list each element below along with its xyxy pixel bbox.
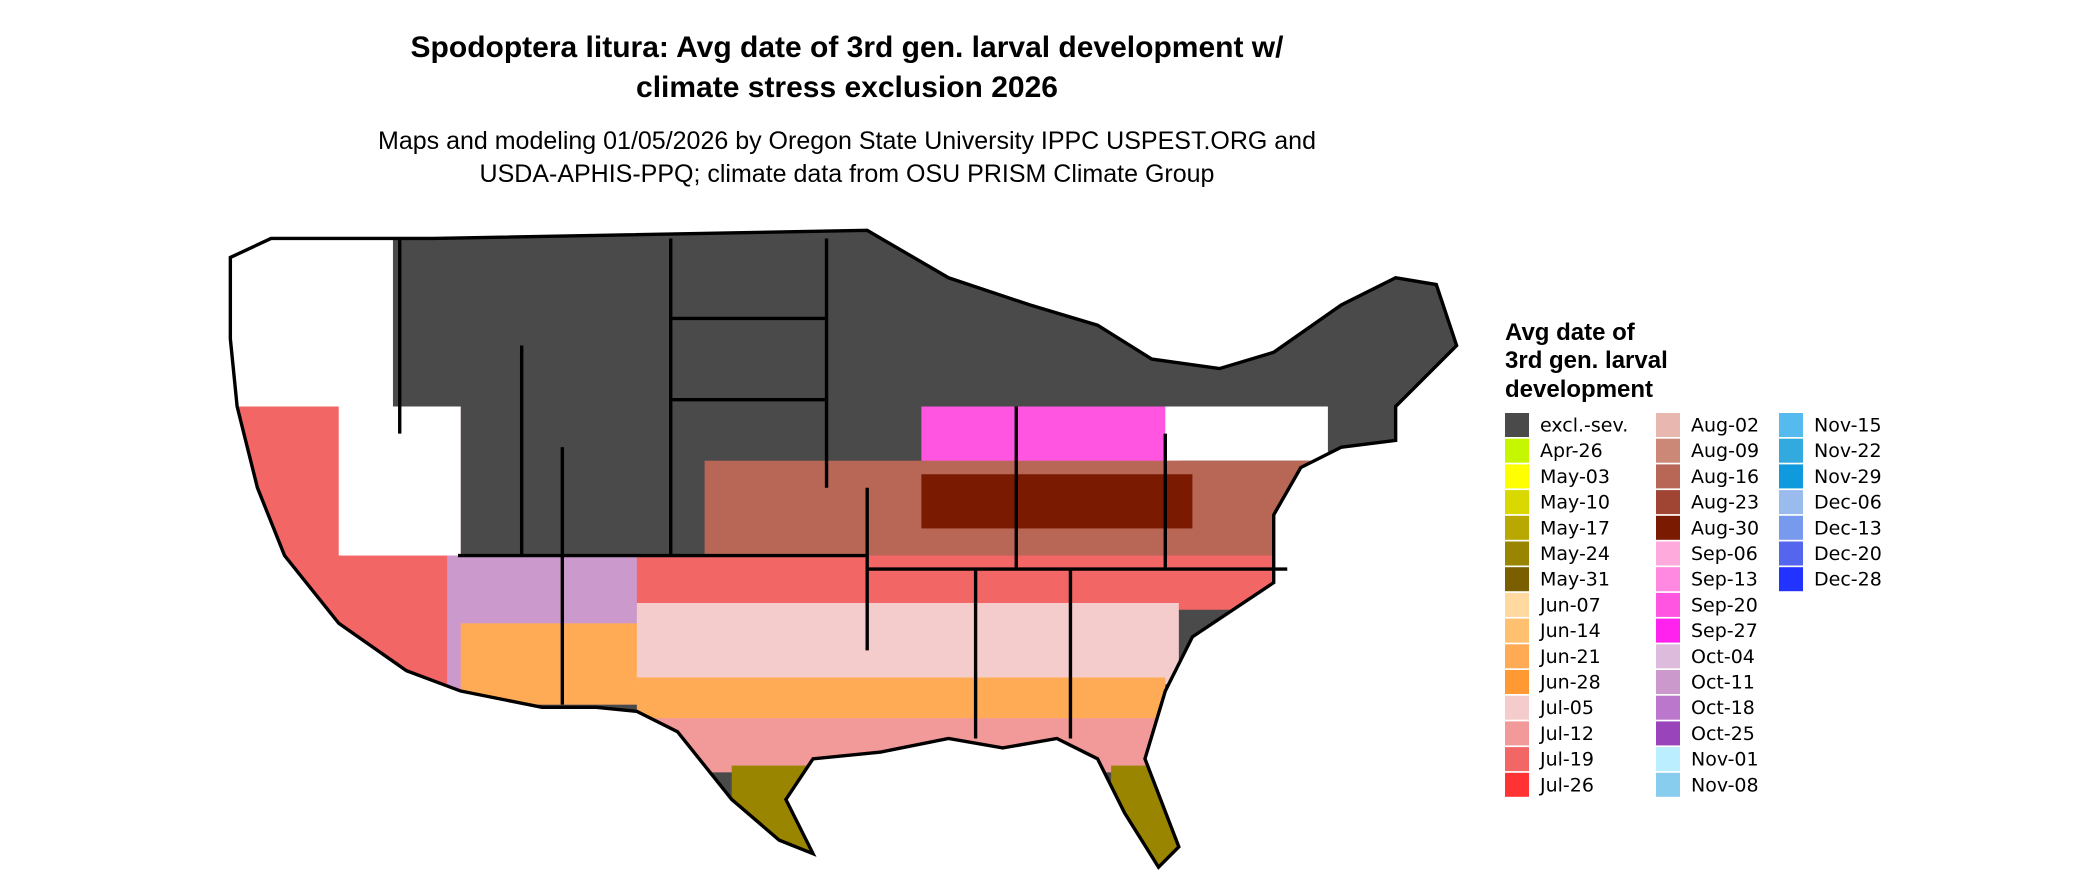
legend-title: development — [1505, 376, 1653, 403]
legend-swatch — [1656, 567, 1680, 592]
legend-label: Sep-13 — [1691, 569, 1758, 591]
legend-label: excl.-sev. — [1540, 415, 1628, 437]
legend-swatch — [1656, 618, 1680, 643]
legend-swatch — [1505, 772, 1529, 797]
title-line: Spodoptera litura: Avg date of 3rd gen. … — [411, 31, 1285, 64]
legend-label: Jun-07 — [1539, 594, 1601, 616]
legend-swatch — [1656, 541, 1680, 566]
subtitle-line: Maps and modeling 01/05/2026 by Oregon S… — [378, 127, 1316, 155]
legend-swatch — [1505, 618, 1529, 643]
legend-label: Aug-30 — [1691, 517, 1759, 539]
legend-swatch — [1505, 695, 1529, 720]
legend-label: Dec-20 — [1814, 543, 1882, 565]
legend-swatch — [1505, 541, 1529, 566]
legend-label: Jun-14 — [1539, 620, 1601, 642]
legend-swatch — [1505, 567, 1529, 592]
legend-swatch — [1779, 515, 1803, 540]
legend-swatch — [1656, 490, 1680, 515]
legend-label: Sep-06 — [1691, 543, 1758, 565]
legend-swatch — [1505, 644, 1529, 669]
legend-swatch — [1779, 464, 1803, 489]
legend-swatch — [1505, 592, 1529, 617]
legend-swatch — [1656, 695, 1680, 720]
legend-label: May-31 — [1540, 569, 1610, 591]
legend-swatch — [1656, 644, 1680, 669]
legend-swatch — [1505, 747, 1529, 772]
legend-label: Nov-15 — [1814, 415, 1882, 437]
legend-label: May-03 — [1540, 466, 1610, 488]
legend-label: Sep-27 — [1691, 620, 1758, 642]
legend-label: Aug-02 — [1691, 415, 1759, 437]
legend-label: Dec-28 — [1814, 569, 1882, 591]
legend-label: Nov-01 — [1691, 749, 1759, 771]
legend-label: Jul-26 — [1539, 774, 1594, 796]
legend-swatch — [1656, 772, 1680, 797]
legend-label: Nov-08 — [1691, 774, 1759, 796]
state-borders — [228, 228, 1459, 869]
legend-swatch — [1779, 567, 1803, 592]
legend-label: Jul-05 — [1539, 697, 1594, 719]
legend-swatch — [1656, 670, 1680, 694]
legend-swatch — [1656, 515, 1680, 540]
legend-swatch — [1656, 721, 1680, 746]
legend-swatch — [1779, 438, 1803, 463]
legend-swatch — [1505, 413, 1529, 437]
legend-swatch — [1656, 592, 1680, 617]
legend-swatch — [1656, 438, 1680, 463]
legend-label: Jun-28 — [1539, 672, 1601, 694]
legend-swatch — [1505, 490, 1529, 515]
legend-label: Jul-12 — [1539, 723, 1594, 745]
legend-swatch — [1505, 721, 1529, 746]
legend-label: Oct-04 — [1691, 646, 1755, 668]
title-line: climate stress exclusion 2026 — [636, 71, 1058, 104]
legend-swatch — [1779, 490, 1803, 515]
legend-swatch — [1505, 438, 1529, 463]
legend-swatch — [1779, 541, 1803, 566]
legend-swatch — [1656, 464, 1680, 489]
legend-swatch — [1656, 747, 1680, 772]
legend-label: Dec-13 — [1814, 517, 1882, 539]
legend-label: Nov-29 — [1814, 466, 1882, 488]
legend-label: Jul-19 — [1539, 749, 1594, 771]
legend-label: Sep-20 — [1691, 594, 1758, 616]
legend-label: Aug-09 — [1691, 440, 1759, 462]
legend-swatch — [1505, 670, 1529, 694]
legend-swatch — [1505, 515, 1529, 540]
legend-swatch — [1779, 413, 1803, 437]
legend-title: Avg date of — [1505, 319, 1636, 346]
legend-label: Aug-23 — [1691, 492, 1759, 514]
legend-label: May-10 — [1540, 492, 1610, 514]
legend-label: May-24 — [1540, 543, 1610, 565]
legend-label: Jun-21 — [1539, 646, 1601, 668]
legend-label: Oct-11 — [1691, 672, 1755, 694]
legend-swatch — [1656, 413, 1680, 437]
legend-title: 3rd gen. larval — [1505, 347, 1668, 374]
legend-label: Aug-16 — [1691, 466, 1759, 488]
legend-label: Nov-22 — [1814, 440, 1882, 462]
legend-label: May-17 — [1540, 517, 1610, 539]
legend-label: Apr-26 — [1540, 440, 1603, 462]
map — [228, 228, 1459, 869]
legend-swatch — [1505, 464, 1529, 489]
legend-label: Oct-25 — [1691, 723, 1755, 745]
legend-label: Dec-06 — [1814, 492, 1882, 514]
legend-label: Oct-18 — [1691, 697, 1755, 719]
subtitle-line: USDA-APHIS-PPQ; climate data from OSU PR… — [480, 160, 1215, 188]
legend: Avg date of 3rd gen. larval development … — [1505, 319, 1882, 797]
